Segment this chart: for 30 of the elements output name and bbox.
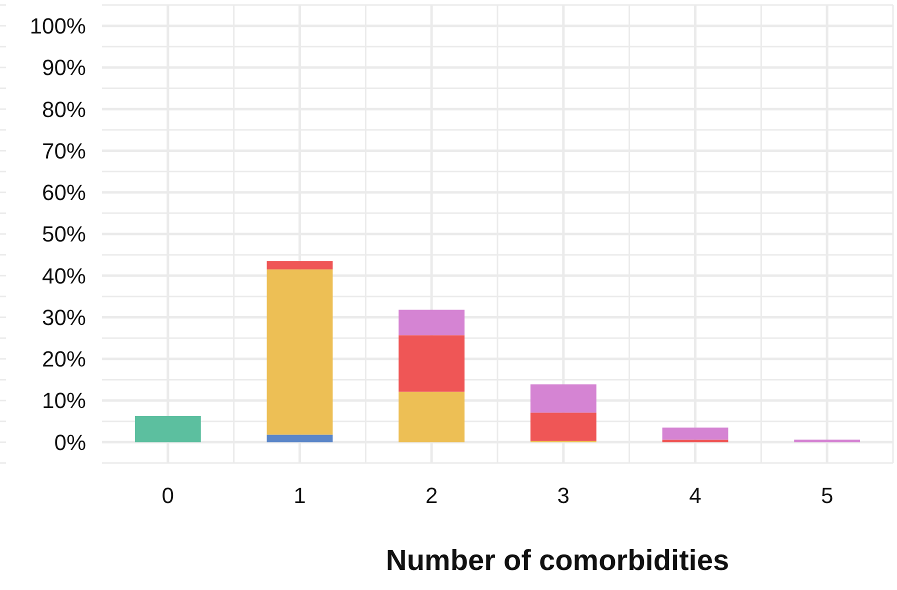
bar — [266, 269, 333, 435]
y-tick-label: 80% — [42, 96, 86, 122]
x-tick-label: 5 — [820, 483, 834, 508]
x-tick-label: 3 — [557, 483, 570, 508]
y-tick-label: 30% — [42, 304, 86, 330]
x-tick-label: 1 — [294, 483, 306, 508]
bar — [662, 440, 728, 442]
bar — [266, 261, 333, 270]
y-tick-label: 50% — [42, 222, 86, 247]
x-axis-title: Number of comorbidities — [386, 545, 730, 577]
x-tick-label: 2 — [425, 483, 438, 508]
bar — [530, 412, 596, 441]
x-tick-label: 4 — [689, 483, 702, 508]
bar — [266, 434, 333, 442]
y-tick-label: 70% — [42, 138, 86, 164]
x-tick-label: 0 — [162, 483, 174, 508]
y-tick-label: 10% — [42, 388, 86, 414]
y-tick-label: 60% — [42, 180, 86, 206]
bar — [662, 428, 728, 440]
bar — [134, 416, 201, 442]
bar — [398, 310, 465, 336]
bar — [794, 440, 860, 442]
y-tick-label: 90% — [42, 55, 86, 80]
y-tick-label: 40% — [42, 263, 86, 288]
bar — [530, 384, 596, 413]
y-tick-label: 0% — [54, 430, 86, 455]
bar — [398, 392, 465, 442]
y-tick-label: 100% — [30, 14, 86, 39]
y-tick-label: 20% — [42, 346, 86, 372]
bar — [398, 335, 465, 392]
